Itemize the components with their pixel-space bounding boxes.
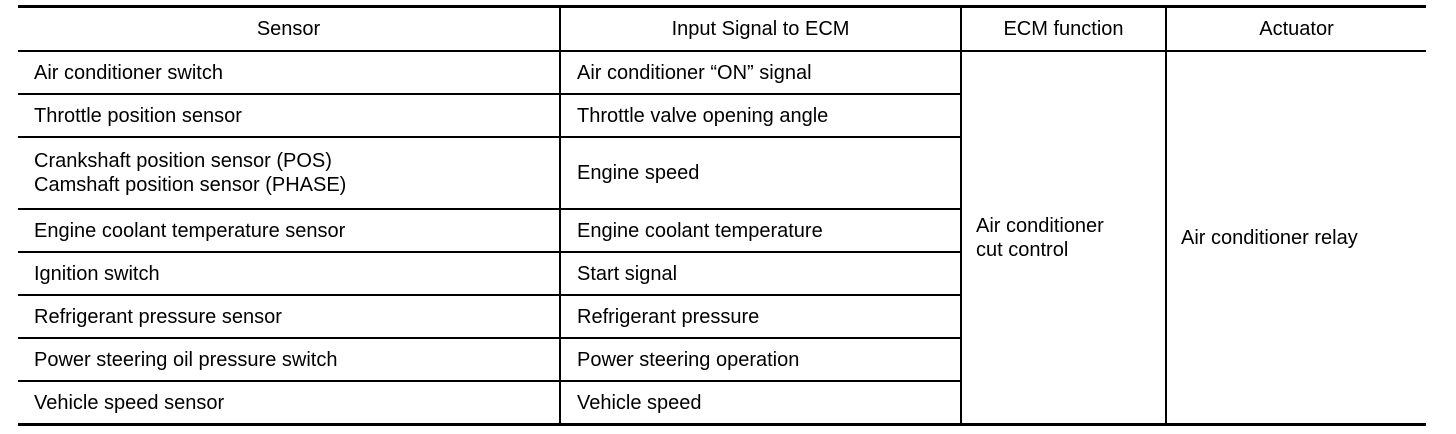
signal-cell: Engine speed: [559, 136, 961, 209]
sensor-line: Crankshaft position sensor (POS): [34, 150, 332, 172]
ecm-function-cell: Air conditioner cut control: [960, 50, 1166, 425]
table-row: Vehicle speed sensor Vehicle speed: [18, 380, 1426, 425]
header-ecm-function: ECM function: [960, 6, 1166, 51]
signal-cell: Throttle valve opening angle: [559, 93, 961, 137]
sensor-line: Camshaft position sensor (PHASE): [34, 174, 347, 196]
sensor-cell: Throttle position sensor: [18, 93, 560, 137]
table-row: Refrigerant pressure sensor Refrigerant …: [18, 294, 1426, 338]
sensor-cell: Air conditioner switch: [18, 50, 560, 94]
header-actuator: Actuator: [1165, 6, 1426, 51]
sensor-cell: Engine coolant temperature sensor: [18, 208, 560, 252]
table-row: Power steering oil pressure switch Power…: [18, 337, 1426, 381]
sensor-cell: Vehicle speed sensor: [18, 380, 560, 425]
table-row: Engine coolant temperature sensor Engine…: [18, 208, 1426, 252]
signal-cell: Refrigerant pressure: [559, 294, 961, 338]
table-row: Air conditioner switch Air conditioner “…: [18, 50, 1426, 425]
ecm-function-line: Air conditioner: [976, 214, 1104, 237]
table-row: Throttle position sensor Throttle valve …: [18, 93, 1426, 137]
sensor-cell: Refrigerant pressure sensor: [18, 294, 560, 338]
sensor-cell: Ignition switch: [18, 251, 560, 295]
header-row: Sensor Input Signal to ECM ECM function …: [18, 6, 1426, 51]
signal-cell: Start signal: [559, 251, 961, 295]
table-row: Crankshaft position sensor (POS) Camshaft…: [18, 136, 1426, 209]
signal-cell: Vehicle speed: [559, 380, 961, 425]
table-row: Ignition switch Start signal: [18, 251, 1426, 295]
signal-cell: Power steering operation: [559, 337, 961, 381]
actuator-cell: Air conditioner relay: [1165, 50, 1426, 425]
signal-cell: Air conditioner “ON” signal: [559, 50, 961, 94]
ecm-signal-table: Sensor Input Signal to ECM ECM function …: [18, 5, 1426, 426]
header-input-signal: Input Signal to ECM: [559, 6, 961, 51]
ecm-function-line: cut control: [976, 238, 1069, 261]
sensor-cell: Crankshaft position sensor (POS) Camshaft…: [18, 136, 560, 209]
sensor-cell: Power steering oil pressure switch: [18, 337, 560, 381]
header-sensor: Sensor: [256, 18, 321, 40]
signal-cell: Engine coolant temperature: [559, 208, 961, 252]
